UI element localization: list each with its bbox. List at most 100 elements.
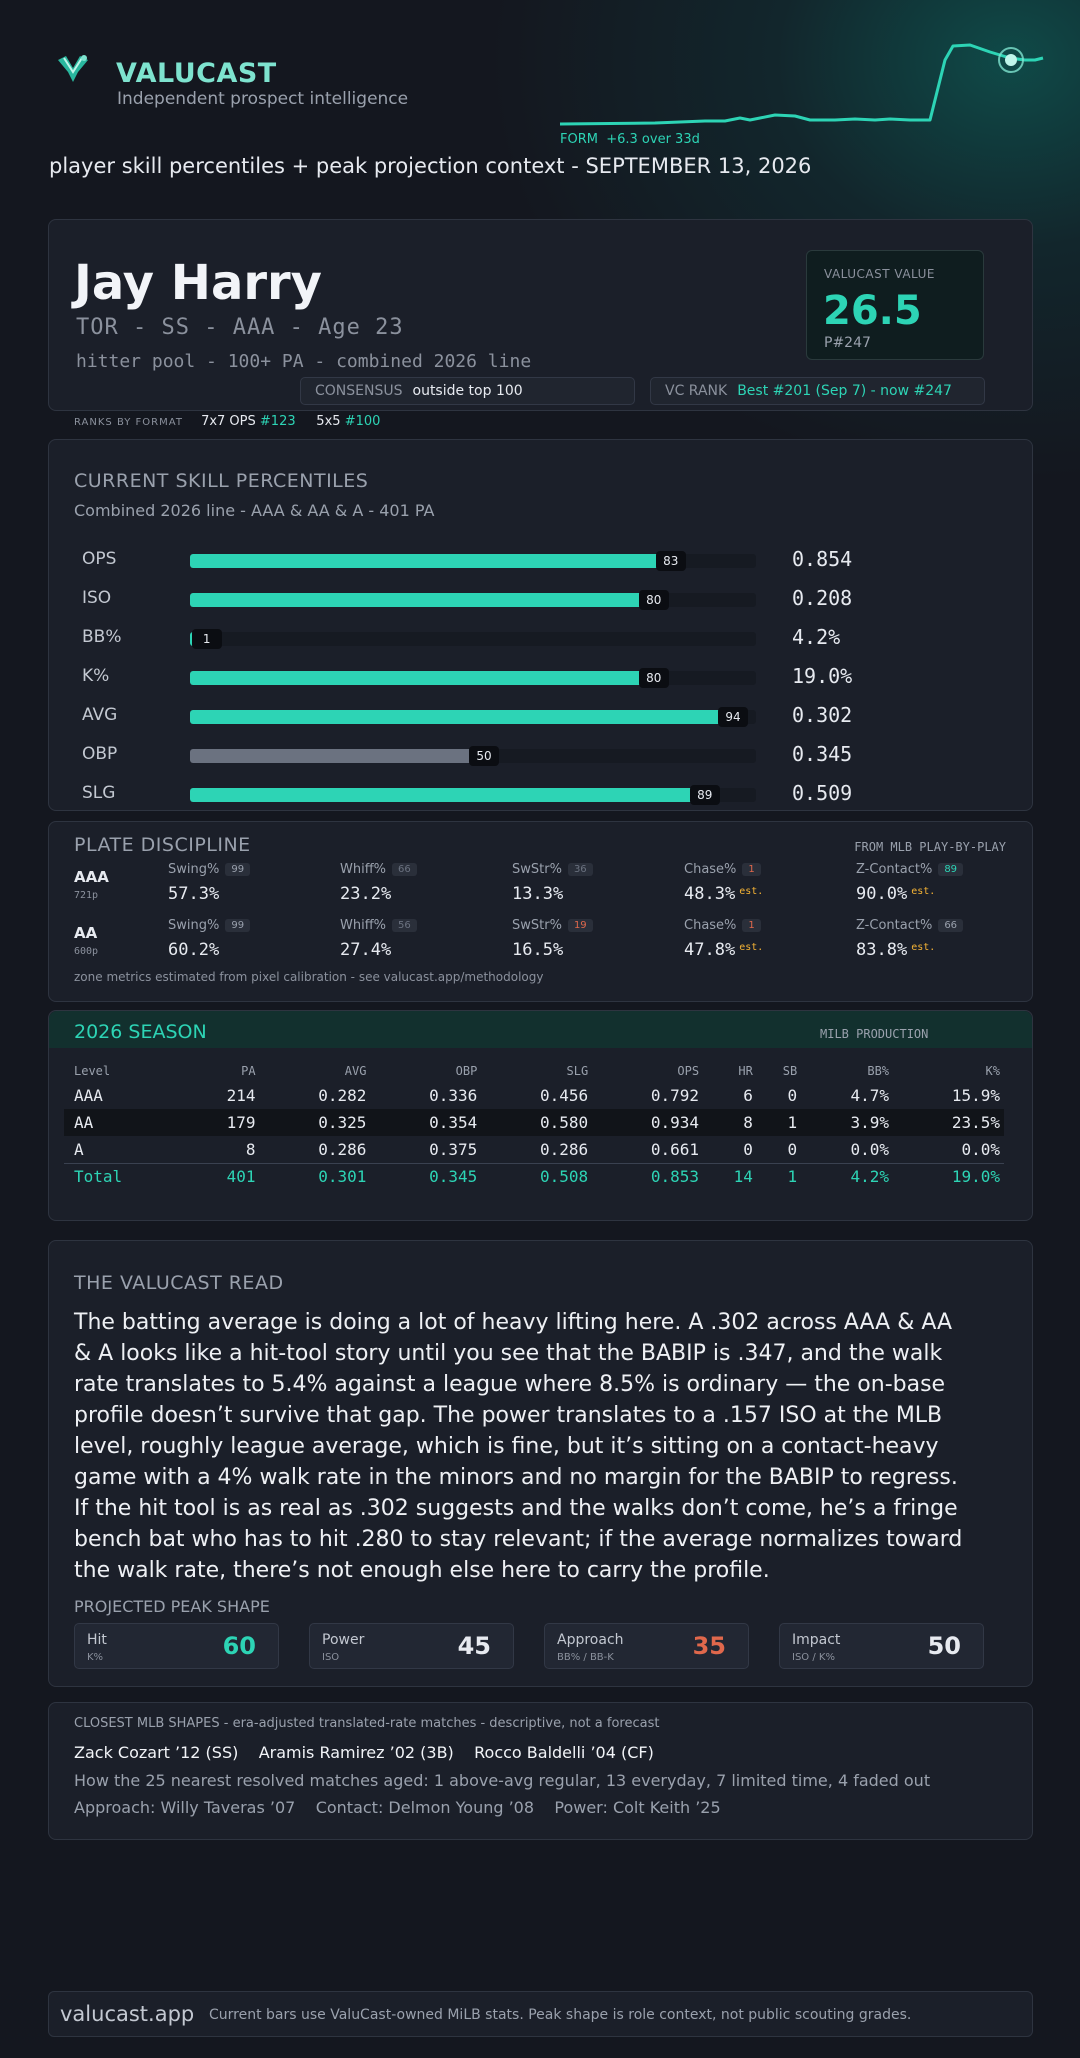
peak-shape-box: Approach BB% / BB-K 35 [544,1623,749,1669]
pd-metric-name: Chase% 1 [684,862,761,877]
peak-shape-basis: ISO [322,1652,340,1663]
percentile-badge: 83 [655,551,686,571]
pd-metric-value: 83.8% est. [856,940,936,960]
pd-metric-value: 16.5% [512,940,564,960]
pd-metric-name: Z-Contact% 66 [856,918,964,933]
percentile-label: BB% [82,627,122,647]
season-cell: 0.375 [429,1139,478,1159]
value-rank: P#247 [824,335,871,351]
pd-metric-name: Chase% 1 [684,918,761,933]
percentile-value: 19.0% [792,664,853,688]
season-cell: 401 [186,1162,260,1190]
comps-components: Approach: Willy Taveras ’07 Contact: Del… [74,1798,721,1817]
season-tag: MILB PRODUCTION [820,1027,929,1041]
pd-metric-value: 23.2% [340,884,392,904]
pd-metric-value: 48.3% est. [684,884,764,904]
season-column-header: SB [782,1064,798,1078]
plate-discipline-note: zone metrics estimated from pixel calibr… [74,970,544,984]
season-cell: 0.325 [259,1109,371,1136]
percentile-bar [190,788,694,802]
percentile-value: 4.2% [792,625,841,649]
percentile-row: BB% 1 4.2% [74,622,954,652]
season-column-header: Level [74,1064,111,1078]
percentiles-title: CURRENT SKILL PERCENTILES [74,470,369,492]
percentile-badge: 89 [689,785,720,805]
season-cell: 1 [756,1109,802,1136]
pd-metric-value: 27.4% [340,940,392,960]
form-label: FORM +6.3 over 33d [560,132,700,147]
peak-shape-name: Power [322,1632,365,1648]
percentile-label: OPS [82,549,117,569]
percentile-badge: 80 [638,668,669,688]
peak-shape-value: 60 [222,1632,256,1660]
pd-metric-name: Z-Contact% 89 [856,862,964,877]
percentile-track: 94 [190,707,756,727]
pd-level-label: AA [74,924,98,942]
peak-shape-name: Hit [87,1632,107,1648]
peak-shape-box: Hit K% 60 [74,1623,279,1669]
season-cell: 0.792 [650,1086,700,1105]
pd-metric-name: Swing% 99 [168,862,251,877]
season-cell: AA [64,1109,187,1136]
season-cell: 0.282 [318,1086,367,1105]
comps-title: CLOSEST MLB SHAPES - era-adjusted transl… [74,1716,660,1731]
season-row: AAA 214 0.282 0.336 0.456 0.792 6 0 4.7% 15.9% [64,1082,1004,1109]
percentile-value: 0.854 [792,547,853,571]
season-cell: 19.0% [893,1162,1004,1190]
season-cell: 0.0% [850,1139,890,1159]
valucast-logo-icon [58,55,88,82]
peak-shape-value: 50 [927,1632,961,1660]
pd-est-marker: est. [739,942,764,953]
pd-metric-name: Whiff% 56 [340,918,417,933]
season-cell: 0.345 [370,1162,482,1190]
season-column-header: K% [985,1064,1000,1078]
pd-metric-name: Swing% 99 [168,918,251,933]
percentile-bar [190,554,660,568]
plate-discipline-source: FROM MLB PLAY-BY-PLAY [854,840,1006,854]
value-box [806,250,984,360]
ranks-by-format: RANKS BY FORMAT 7x7 OPS #123 5x5 #100 [74,414,381,429]
comps-names: Zack Cozart ’12 (SS) Aramis Ramirez ’02 … [74,1743,654,1762]
percentile-track: 89 [190,785,756,805]
comp-name: Rocco Baldelli ’04 (CF) [474,1743,654,1762]
season-cell: 0 [743,1139,753,1159]
consensus-pill: CONSENSUS outside top 100 [300,377,635,405]
comp-name: Zack Cozart ’12 (SS) [74,1743,239,1762]
season-cell: 3.9% [801,1109,894,1136]
percentile-label: K% [82,666,110,686]
player-name: Jay Harry [74,255,322,311]
season-cell: 179 [186,1109,260,1136]
peak-shape-title: PROJECTED PEAK SHAPE [74,1597,270,1616]
footer-site-link[interactable]: valucast.app [60,2002,195,2026]
percentile-bar [190,749,473,763]
comp-name: Aramis Ramirez ’02 (3B) [258,1743,454,1762]
pd-est-marker: est. [911,886,936,897]
season-cell: 0.0% [961,1139,1000,1159]
percentile-value: 0.509 [792,781,853,805]
season-cell: 1 [756,1162,802,1190]
form-sparkline-line [559,43,1044,126]
pd-percentile-badge: 1 [742,919,761,932]
footer [48,1991,1033,2037]
value-number: 26.5 [823,288,922,334]
pd-metric-value: 90.0% est. [856,884,936,904]
season-cell: 0.853 [592,1162,704,1190]
percentile-row: ISO 80 0.208 [74,583,954,613]
season-column-header: HR [738,1064,753,1078]
peak-shape-box: Impact ISO / K% 50 [779,1623,984,1669]
comps-card [48,1702,1033,1840]
percentile-label: ISO [82,588,112,608]
season-table: Level PA AVG OBP SLG OPS HR SB BB% K% AAA 214 0.282… [64,1060,1004,1190]
form-sparkline-endpoint-icon [998,47,1024,73]
footer-note: Current bars use ValuCast-owned MiLB sta… [209,2007,912,2023]
season-column-header: OBP [455,1064,478,1078]
pd-percentile-badge: 1 [742,863,761,876]
pd-percentile-badge: 89 [938,863,964,876]
pd-metric-name: Whiff% 66 [340,862,417,877]
season-column-header: PA [241,1064,256,1078]
page-subtitle: player skill percentiles + peak projecti… [49,154,812,178]
peak-shape-name: Impact [792,1632,841,1648]
percentile-row: OBP 50 0.345 [74,739,954,769]
percentile-label: OBP [82,744,118,764]
percentile-value: 0.302 [792,703,853,727]
